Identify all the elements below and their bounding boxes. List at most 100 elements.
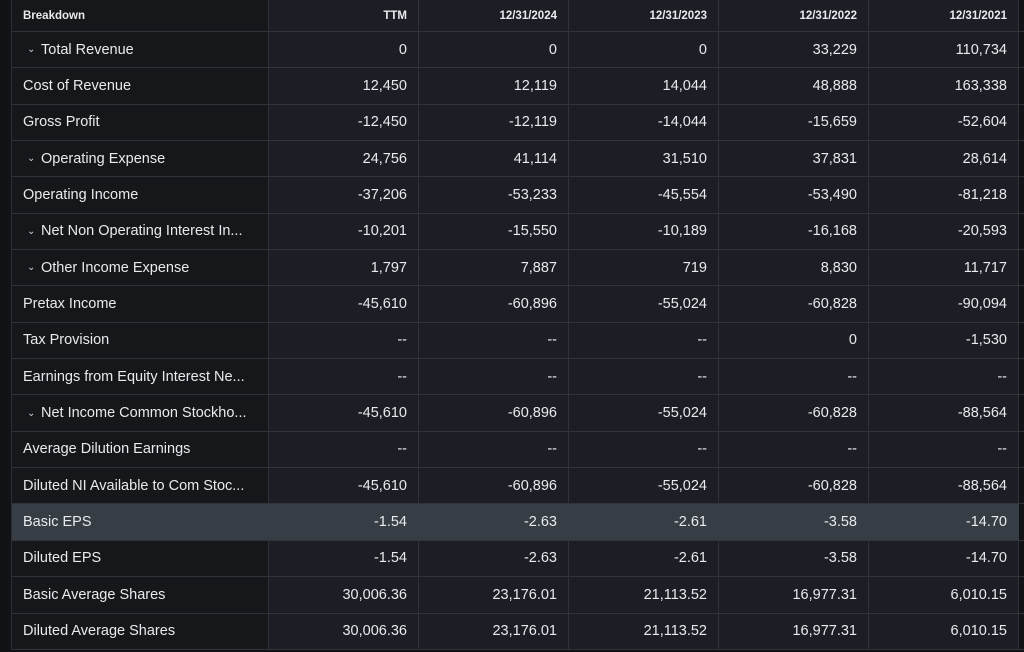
value-cell: -2.61 — [569, 540, 719, 577]
value-cell: -60,896 — [419, 286, 569, 322]
value-cell: -12,450 — [269, 104, 419, 141]
chevron-down-icon[interactable]: ⌄ — [27, 262, 36, 274]
row-label-text: Gross Profit — [23, 114, 100, 131]
chevron-down-icon[interactable]: ⌄ — [27, 153, 36, 165]
table-row: ⌄ Operating Expense 24,756 41,114 31,510 37,8… — [12, 141, 1024, 178]
value-cell: 719 — [569, 250, 719, 286]
value-cell: -14,044 — [569, 104, 719, 141]
value-cell: 33,229 — [719, 32, 869, 68]
value-cell: -2.61 — [569, 504, 719, 540]
table-row: ⌄ Total Revenue 0 0 0 33,229 110,734 — [12, 32, 1024, 69]
value-cell: -- — [269, 431, 419, 468]
value-cell: -90,094 — [869, 286, 1019, 322]
row-label-text: Diluted NI Available to Com Stoc... — [23, 477, 245, 494]
value-cell: -- — [269, 322, 419, 359]
row-label: Diluted NI Available to Com Stoc... — [12, 468, 269, 504]
value-cell: -- — [719, 431, 869, 468]
row-label-text: Net Non Operating Interest In... — [41, 223, 243, 240]
value-cell: -1.54 — [269, 504, 419, 540]
row-label[interactable]: ⌄ Net Income Common Stockho... — [12, 395, 269, 431]
value-cell: -- — [419, 322, 569, 359]
table-row: Gross Profit -12,450 -12,119 -14,044 -15,659… — [12, 104, 1024, 142]
row-label-text: Total Revenue — [41, 41, 134, 58]
row-label-text: Operating Income — [23, 187, 139, 204]
row-label-text: Cost of Revenue — [23, 78, 132, 95]
value-cell: -- — [569, 359, 719, 395]
header-period: 12/31/2023 — [569, 0, 719, 31]
row-label: Diluted Average Shares — [12, 613, 269, 649]
row-label: Gross Profit — [12, 104, 269, 141]
value-cell: 0 — [719, 322, 869, 359]
value-cell: -45,610 — [269, 395, 419, 431]
value-cell: 16,977.31 — [719, 613, 869, 649]
value-cell: -3.58 — [719, 504, 869, 540]
value-cell: -12,119 — [419, 104, 569, 141]
header-period: 12/31/2021 — [869, 0, 1019, 31]
row-label: Pretax Income — [12, 286, 269, 322]
row-label[interactable]: ⌄ Total Revenue — [12, 32, 269, 68]
row-label-text: Net Income Common Stockho... — [41, 405, 247, 422]
row-label: Earnings from Equity Interest Ne... — [12, 359, 269, 395]
value-cell: -2.63 — [419, 504, 569, 540]
financials-table: Breakdown TTM 12/31/2024 12/31/2023 12/31/20… — [11, 0, 1024, 650]
value-cell: -45,610 — [269, 286, 419, 322]
value-cell: -- — [869, 359, 1019, 395]
value-cell: 14,044 — [569, 68, 719, 104]
table-row: Earnings from Equity Interest Ne... -- -- -… — [12, 359, 1024, 396]
value-cell: 11,717 — [869, 250, 1019, 286]
value-cell: -- — [419, 431, 569, 468]
value-cell: -81,218 — [869, 177, 1019, 213]
chevron-down-icon[interactable]: ⌄ — [27, 407, 36, 419]
value-cell: 8,830 — [719, 250, 869, 286]
chevron-down-icon[interactable]: ⌄ — [27, 225, 36, 237]
value-cell: -53,490 — [719, 177, 869, 213]
row-label-text: Pretax Income — [23, 296, 117, 313]
value-cell: 30,006.36 — [269, 613, 419, 649]
value-cell: 23,176.01 — [419, 577, 569, 613]
row-label-text: Diluted EPS — [23, 550, 102, 567]
chevron-down-icon[interactable]: ⌄ — [27, 44, 36, 56]
value-cell: -88,564 — [869, 395, 1019, 431]
value-cell: -14.70 — [869, 540, 1019, 577]
row-label: Operating Income — [12, 177, 269, 213]
value-cell: -1.54 — [269, 540, 419, 577]
row-label[interactable]: ⌄ Other Income Expense — [12, 250, 269, 286]
row-label: Diluted EPS — [12, 540, 269, 577]
value-cell: -20,593 — [869, 213, 1019, 250]
value-cell: 48,888 — [719, 68, 869, 104]
row-label: Basic EPS — [12, 504, 269, 540]
value-cell: 0 — [569, 32, 719, 68]
value-cell: 31,510 — [569, 141, 719, 177]
value-cell: -60,896 — [419, 395, 569, 431]
value-cell: 21,113.52 — [569, 577, 719, 613]
value-cell: -60,828 — [719, 286, 869, 322]
value-cell: 110,734 — [869, 32, 1019, 68]
row-label[interactable]: ⌄ Operating Expense — [12, 141, 269, 177]
value-cell: 0 — [419, 32, 569, 68]
header-period: TTM — [269, 0, 419, 31]
row-label: Tax Provision — [12, 322, 269, 359]
value-cell: 24,756 — [269, 141, 419, 177]
value-cell: 6,010.15 — [869, 577, 1019, 613]
row-label[interactable]: ⌄ Net Non Operating Interest In... — [12, 213, 269, 250]
row-label: Basic Average Shares — [12, 577, 269, 613]
row-label-text: Basic Average Shares — [23, 586, 166, 603]
value-cell: -- — [419, 359, 569, 395]
value-cell: -60,828 — [719, 395, 869, 431]
value-cell: -16,168 — [719, 213, 869, 250]
value-cell: -45,610 — [269, 468, 419, 504]
value-cell: -- — [719, 359, 869, 395]
value-cell: -55,024 — [569, 395, 719, 431]
value-cell: -15,550 — [419, 213, 569, 250]
table-row: Pretax Income -45,610 -60,896 -55,024 -60,82… — [12, 286, 1024, 323]
value-cell: -60,896 — [419, 468, 569, 504]
value-cell: -- — [269, 359, 419, 395]
value-cell: -15,659 — [719, 104, 869, 141]
header-period: 12/31/2024 — [419, 0, 569, 31]
header-breakdown: Breakdown — [12, 0, 269, 31]
value-cell: 7,887 — [419, 250, 569, 286]
table-row: ⌄ Net Non Operating Interest In... -10,201… — [12, 213, 1024, 251]
table-row: ⌄ Other Income Expense 1,797 7,887 719 8,830 1… — [12, 250, 1024, 287]
row-label-text: Operating Expense — [41, 150, 166, 167]
value-cell: 37,831 — [719, 141, 869, 177]
